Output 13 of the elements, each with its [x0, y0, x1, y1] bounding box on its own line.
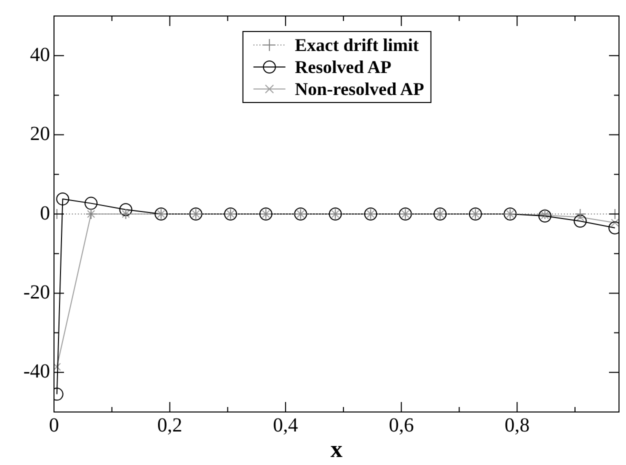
y-tick-label: -40	[23, 360, 50, 383]
x-axis-title: x	[330, 436, 342, 463]
y-tick-label: 0	[40, 202, 50, 224]
x-tick-label: 0,2	[157, 414, 182, 436]
y-tick-label: -20	[23, 281, 50, 304]
legend-label: Non-resolved AP	[294, 78, 424, 100]
y-tick-label: 20	[30, 123, 50, 146]
x-tick-label: 0,4	[273, 414, 298, 436]
x-tick-label: 0,8	[504, 414, 530, 436]
x-tick-label: 0,6	[388, 414, 414, 436]
y-tick-label: 40	[30, 44, 50, 66]
legend-label: Resolved AP	[294, 56, 392, 78]
legend-label: Exact drift limit	[294, 34, 419, 56]
